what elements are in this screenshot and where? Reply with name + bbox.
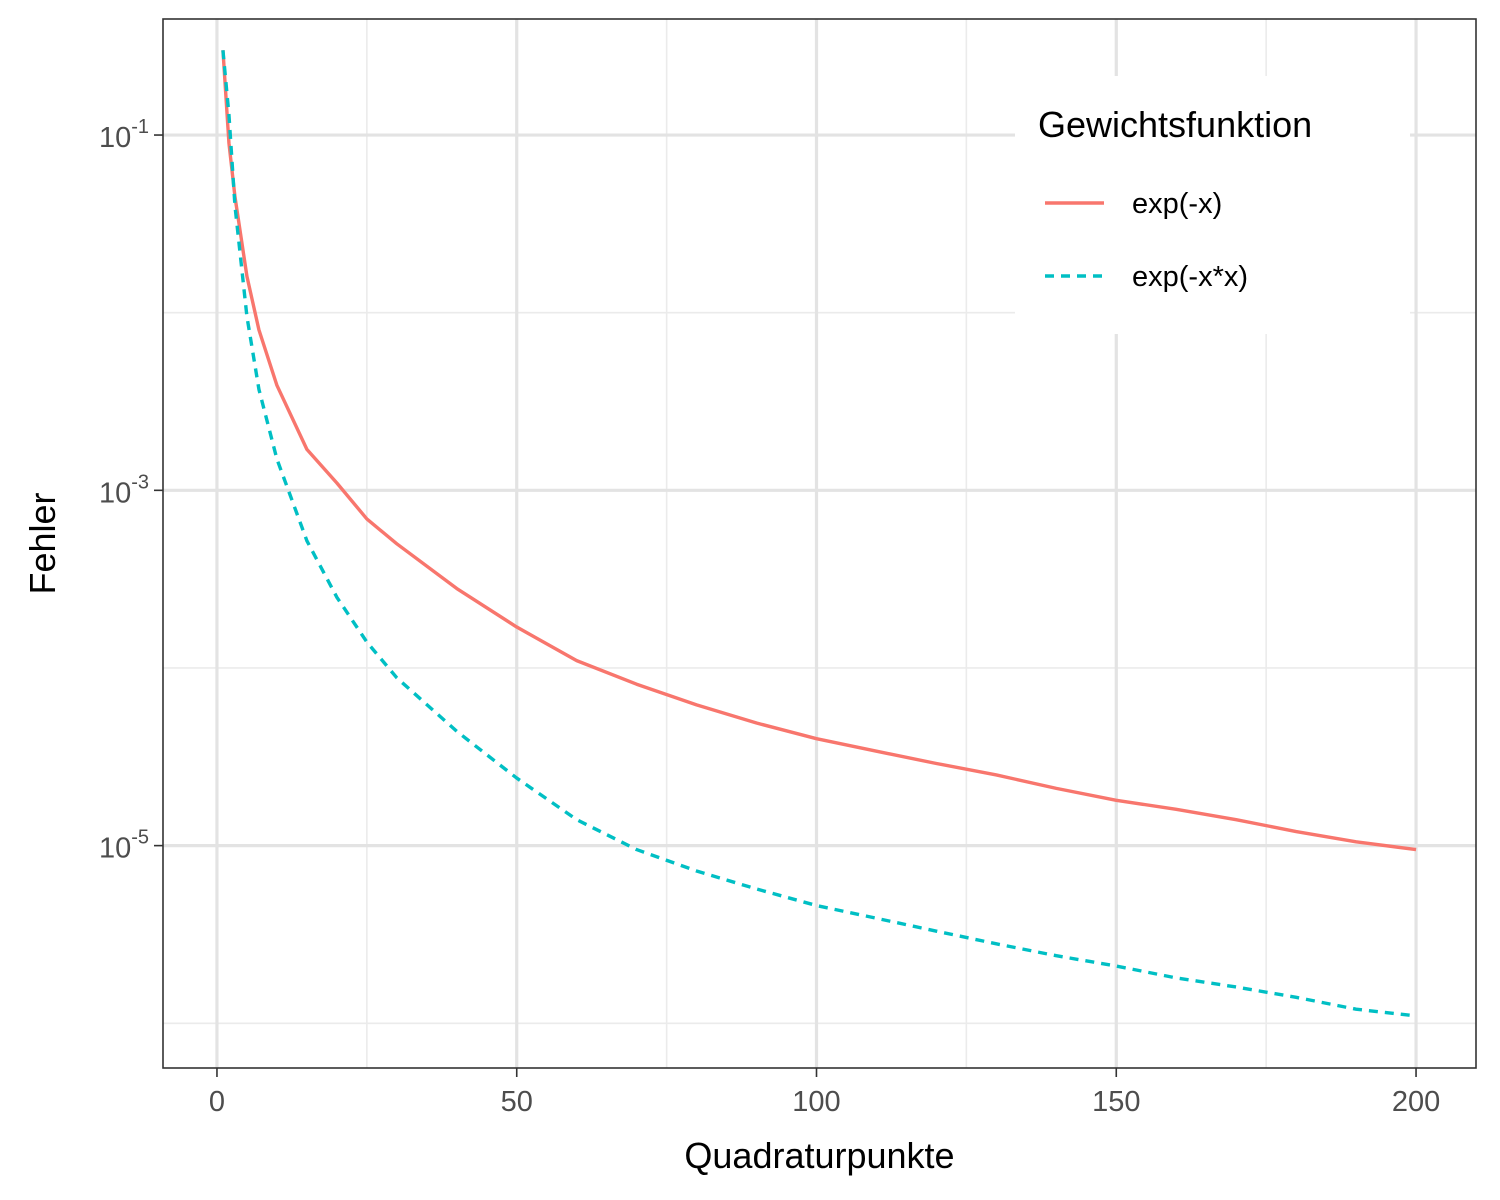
legend: Gewichtsfunktion exp(-x) exp(-x*x)	[1015, 76, 1410, 334]
x-tick-label: 200	[1392, 1086, 1440, 1118]
x-tick-label: 150	[1092, 1086, 1140, 1118]
x-axis-title: Quadraturpunkte	[684, 1135, 954, 1176]
series-line-2	[221, 50, 1417, 1018]
legend-label-1: exp(-x)	[1132, 188, 1222, 220]
y-tick-label: 10-5	[99, 827, 149, 865]
series-line-1	[221, 50, 1417, 852]
grid	[163, 19, 1476, 1068]
x-axis: 0 50 100 150 200	[209, 1068, 1440, 1118]
y-axis-title: Fehler	[22, 492, 63, 594]
x-tick-label: 50	[501, 1086, 533, 1118]
legend-label-2: exp(-x*x)	[1132, 261, 1248, 293]
legend-items: exp(-x) exp(-x*x)	[1045, 188, 1248, 293]
x-tick-label: 100	[792, 1086, 840, 1118]
legend-background	[1015, 76, 1410, 334]
legend-title: Gewichtsfunktion	[1038, 104, 1312, 145]
x-tick-label: 0	[209, 1086, 225, 1118]
series-layer	[221, 50, 1417, 1018]
panel-border	[162, 18, 1477, 1069]
y-axis: 10-1 10-3 10-5	[99, 116, 163, 865]
y-tick-label: 10-3	[99, 471, 149, 509]
y-tick-label: 10-1	[99, 116, 149, 154]
